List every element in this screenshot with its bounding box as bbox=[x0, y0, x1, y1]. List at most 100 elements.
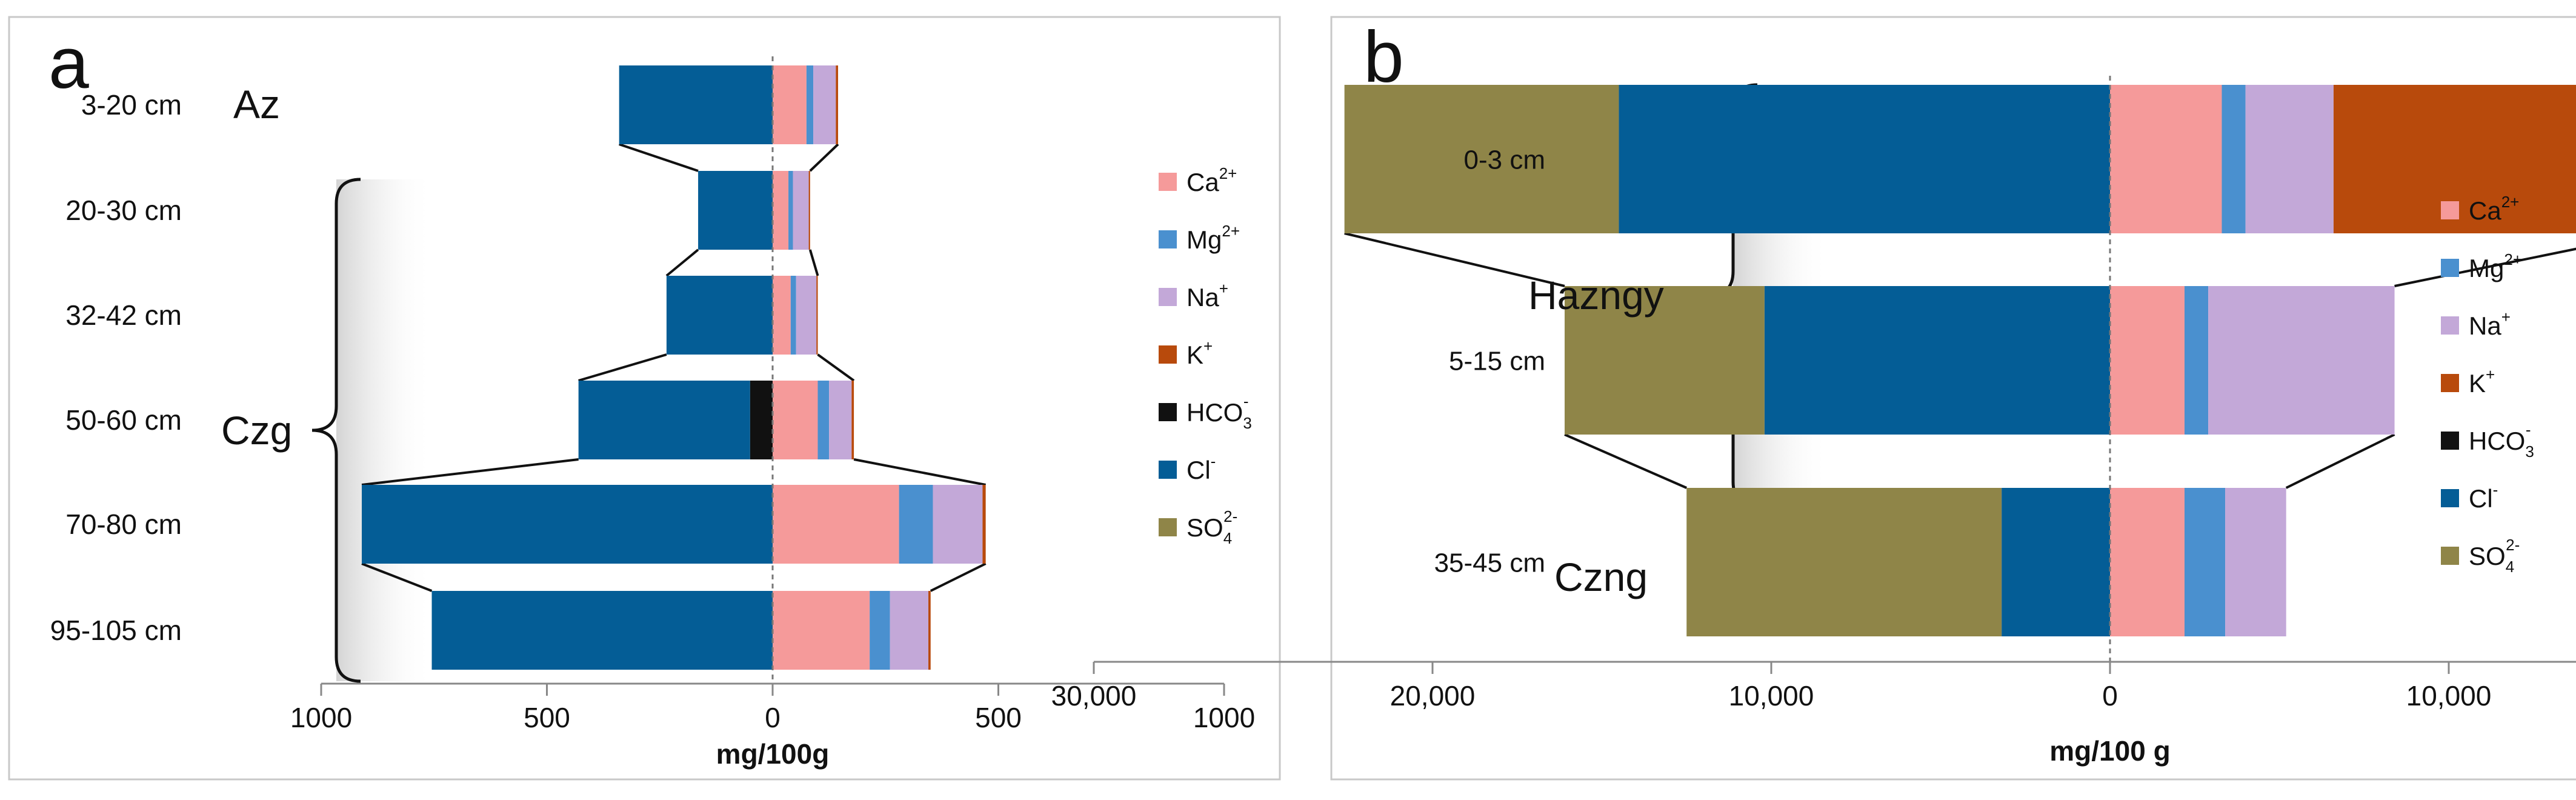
x-tick-label: 10,000 bbox=[1729, 680, 1814, 712]
bar-k bbox=[816, 276, 818, 355]
bar-cl bbox=[619, 65, 773, 144]
x-axis-title: mg/100g bbox=[716, 738, 830, 770]
legend-swatch-cl bbox=[2441, 489, 2459, 507]
connector-line-right bbox=[808, 249, 819, 276]
legend-swatch-mg bbox=[2441, 259, 2459, 277]
x-tick-label: 10,000 bbox=[2406, 680, 2492, 712]
depth-label: 5-15 cm bbox=[1449, 347, 1545, 376]
legend-label-so4: SO42- bbox=[1186, 507, 1237, 547]
depth-label: 3-20 cm bbox=[81, 89, 182, 121]
bar-k bbox=[808, 171, 810, 250]
x-tick-label: 500 bbox=[975, 702, 1022, 733]
x-tick-label: 0 bbox=[2102, 680, 2118, 712]
bar-na bbox=[796, 276, 817, 355]
bar-mg bbox=[899, 485, 933, 564]
connector-line-right bbox=[809, 143, 839, 172]
bar-cl bbox=[362, 485, 773, 564]
bar-na bbox=[933, 485, 983, 564]
bar-mg bbox=[2184, 488, 2226, 636]
bar-na bbox=[890, 591, 929, 670]
bar-mg bbox=[2184, 286, 2209, 435]
bar-ca bbox=[773, 485, 899, 564]
bar-cl bbox=[1764, 286, 2110, 435]
bar-cl bbox=[578, 381, 750, 459]
bar-ca bbox=[773, 381, 818, 459]
bracket-shade bbox=[336, 179, 433, 681]
depth-label: 70-80 cm bbox=[65, 508, 182, 540]
bar-cl bbox=[2002, 488, 2110, 636]
depth-label: 32-42 cm bbox=[65, 299, 182, 331]
legend-swatch-hco3 bbox=[1159, 403, 1177, 421]
legend-label-na: Na+ bbox=[1186, 279, 1228, 312]
panel-b: b 0-3 cm 5-15 cm 35-45 cm 30,000 20,000 10,000… bbox=[1051, 16, 2576, 781]
connector-line-left bbox=[1564, 433, 1688, 489]
connector-line-left bbox=[578, 353, 667, 382]
legend-label-na: Na+ bbox=[2469, 308, 2511, 340]
horizon-label: Czg bbox=[221, 408, 292, 453]
bar-ca bbox=[773, 591, 870, 670]
bar-na bbox=[2245, 85, 2334, 233]
legend-label-cl: Cl- bbox=[2469, 481, 2498, 513]
bar-hco3 bbox=[750, 381, 773, 459]
bar-k bbox=[836, 65, 839, 144]
bar-na bbox=[813, 65, 836, 144]
x-tick-label: 1000 bbox=[290, 702, 352, 733]
bar-cl bbox=[1619, 85, 2110, 233]
bar-na bbox=[829, 381, 852, 459]
legend-swatch-mg bbox=[1159, 230, 1177, 248]
legend-swatch-na bbox=[2441, 316, 2459, 335]
x-tick-label: 20,000 bbox=[1390, 680, 1476, 712]
bar-ca bbox=[2110, 85, 2222, 233]
legend-label-k: K+ bbox=[2469, 365, 2495, 398]
connector-line-right bbox=[2394, 247, 2576, 287]
bar-na bbox=[793, 171, 809, 250]
bar-so4 bbox=[1565, 286, 1765, 435]
legend-label-so4: SO42- bbox=[2469, 536, 2520, 576]
bar-k bbox=[982, 485, 986, 564]
legend-label-mg: Mg2+ bbox=[2469, 250, 2522, 282]
horizon-label: Az bbox=[233, 82, 280, 127]
legend-swatch-k bbox=[1159, 345, 1177, 364]
legend-label-ca: Ca2+ bbox=[2469, 193, 2519, 225]
panel-frame bbox=[1330, 16, 2576, 781]
bar-k bbox=[851, 381, 854, 459]
legend-label-hco3: HCO3- bbox=[2469, 421, 2534, 461]
legend-swatch-k bbox=[2441, 374, 2459, 392]
legend-label-mg: Mg2+ bbox=[1186, 222, 1240, 254]
bar-mg bbox=[870, 591, 890, 670]
bar-so4 bbox=[1344, 85, 1619, 233]
bar-k bbox=[928, 591, 931, 670]
bar-mg bbox=[806, 65, 814, 144]
connector-line-left bbox=[361, 562, 433, 592]
bar-cl bbox=[431, 591, 773, 670]
bar-so4 bbox=[1686, 488, 2002, 636]
horizon-bracket bbox=[311, 178, 361, 683]
panel-a: a3-20 cm 20-30 cm 32-42 cm 50-60 cm 70-80 cm… bbox=[8, 16, 1281, 781]
x-tick-label: 0 bbox=[765, 702, 780, 733]
depth-label: 50-60 cm bbox=[65, 404, 182, 436]
panel-letter: b bbox=[1363, 16, 1404, 98]
panel-letter: a bbox=[48, 22, 89, 104]
bar-cl bbox=[698, 171, 773, 250]
x-axis-title: mg/100 g bbox=[2049, 735, 2170, 767]
connector-line-right bbox=[817, 353, 855, 382]
legend-swatch-so4 bbox=[2441, 547, 2459, 565]
depth-label: 0-3 cm bbox=[1464, 145, 1545, 175]
legend-label-hco3: HCO3- bbox=[1186, 392, 1252, 432]
horizon-label: Hazngy bbox=[1528, 273, 1664, 318]
legend-swatch-ca bbox=[2441, 201, 2459, 219]
legend-label-cl: Cl- bbox=[1186, 452, 1216, 484]
bar-ca bbox=[2110, 488, 2185, 636]
connector-line-left bbox=[665, 248, 699, 277]
legend-swatch-hco3 bbox=[2441, 432, 2459, 450]
depth-label: 35-45 cm bbox=[1434, 548, 1545, 578]
connector-line-right bbox=[2285, 433, 2395, 489]
bar-mg bbox=[788, 171, 793, 250]
bar-ca bbox=[773, 65, 807, 144]
panel-frame bbox=[8, 16, 1281, 781]
depth-label: 95-105 cm bbox=[50, 615, 182, 646]
bar-ca bbox=[773, 171, 789, 250]
x-tick-label: 1000 bbox=[1193, 702, 1255, 733]
bar-na bbox=[2208, 286, 2395, 435]
